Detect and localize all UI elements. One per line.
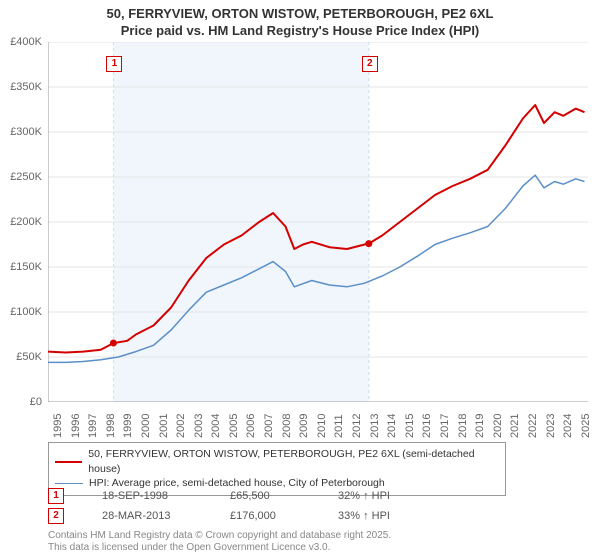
x-tick-label: 2011 [333, 414, 345, 438]
x-tick-label: 2025 [580, 414, 592, 438]
x-tick-label: 2009 [298, 414, 310, 438]
x-tick-label: 1999 [122, 414, 134, 438]
x-tick-label: 2006 [245, 414, 257, 438]
plot-svg [48, 42, 588, 402]
x-tick-label: 2014 [386, 414, 398, 438]
sales-row: 1 18-SEP-1998 £65,500 32% ↑ HPI [48, 486, 390, 506]
y-tick-label: £250K [10, 171, 42, 183]
x-tick-label: 2000 [140, 414, 152, 438]
sale-date: 28-MAR-2013 [102, 510, 192, 522]
x-tick-label: 1998 [105, 414, 117, 438]
sale-price: £65,500 [230, 490, 300, 502]
x-tick-label: 2019 [474, 414, 486, 438]
sales-table: 1 18-SEP-1998 £65,500 32% ↑ HPI 2 28-MAR-2013… [48, 486, 390, 526]
title-line-2: Price paid vs. HM Land Registry's House … [0, 23, 600, 40]
x-tick-label: 2013 [369, 414, 381, 438]
x-tick-label: 2001 [158, 414, 170, 438]
x-tick-label: 2012 [351, 414, 363, 438]
x-tick-label: 2024 [562, 414, 574, 438]
x-tick-label: 1995 [52, 414, 64, 438]
x-tick-label: 2003 [193, 414, 205, 438]
x-tick-label: 2010 [316, 414, 328, 438]
credit-line-1: Contains HM Land Registry data © Crown c… [48, 530, 391, 542]
y-tick-label: £0 [30, 396, 42, 408]
x-tick-label: 1997 [87, 414, 99, 438]
x-tick-label: 2016 [421, 414, 433, 438]
y-tick-label: £200K [10, 216, 42, 228]
y-tick-label: £400K [10, 36, 42, 48]
x-tick-label: 2004 [210, 414, 222, 438]
sale-marker-2: 2 [362, 56, 378, 72]
credit-line-2: This data is licensed under the Open Gov… [48, 542, 391, 554]
sales-row: 2 28-MAR-2013 £176,000 33% ↑ HPI [48, 506, 390, 526]
x-tick-label: 1996 [70, 414, 82, 438]
y-tick-label: £300K [10, 126, 42, 138]
y-tick-label: £50K [16, 351, 42, 363]
x-tick-label: 2002 [175, 414, 187, 438]
y-tick-label: £150K [10, 261, 42, 273]
x-tick-label: 2020 [492, 414, 504, 438]
chart-container: 50, FERRYVIEW, ORTON WISTOW, PETERBOROUG… [0, 0, 600, 560]
y-tick-label: £350K [10, 81, 42, 93]
x-tick-label: 2008 [281, 414, 293, 438]
sale-number-icon: 1 [48, 488, 64, 504]
sale-date: 18-SEP-1998 [102, 490, 192, 502]
legend-swatch [55, 483, 83, 484]
x-tick-label: 2017 [439, 414, 451, 438]
legend-label: 50, FERRYVIEW, ORTON WISTOW, PETERBOROUG… [88, 447, 499, 476]
chart-title: 50, FERRYVIEW, ORTON WISTOW, PETERBOROUG… [0, 0, 600, 42]
legend-swatch [55, 461, 82, 463]
title-line-1: 50, FERRYVIEW, ORTON WISTOW, PETERBOROUG… [0, 6, 600, 23]
sale-number-icon: 2 [48, 508, 64, 524]
sale-price: £176,000 [230, 510, 300, 522]
x-tick-label: 2007 [263, 414, 275, 438]
x-tick-label: 2023 [545, 414, 557, 438]
x-tick-label: 2022 [527, 414, 539, 438]
sale-marker-1: 1 [106, 56, 122, 72]
sale-delta: 33% ↑ HPI [338, 510, 390, 522]
chart-area: 12£0£50K£100K£150K£200K£250K£300K£350K£4… [48, 42, 588, 402]
x-tick-label: 2021 [509, 414, 521, 438]
x-tick-label: 2018 [457, 414, 469, 438]
credit-text: Contains HM Land Registry data © Crown c… [48, 530, 391, 554]
sale-delta: 32% ↑ HPI [338, 490, 390, 502]
x-tick-label: 2015 [404, 414, 416, 438]
x-tick-label: 2005 [228, 414, 240, 438]
y-tick-label: £100K [10, 306, 42, 318]
legend-row: 50, FERRYVIEW, ORTON WISTOW, PETERBOROUG… [55, 447, 499, 476]
